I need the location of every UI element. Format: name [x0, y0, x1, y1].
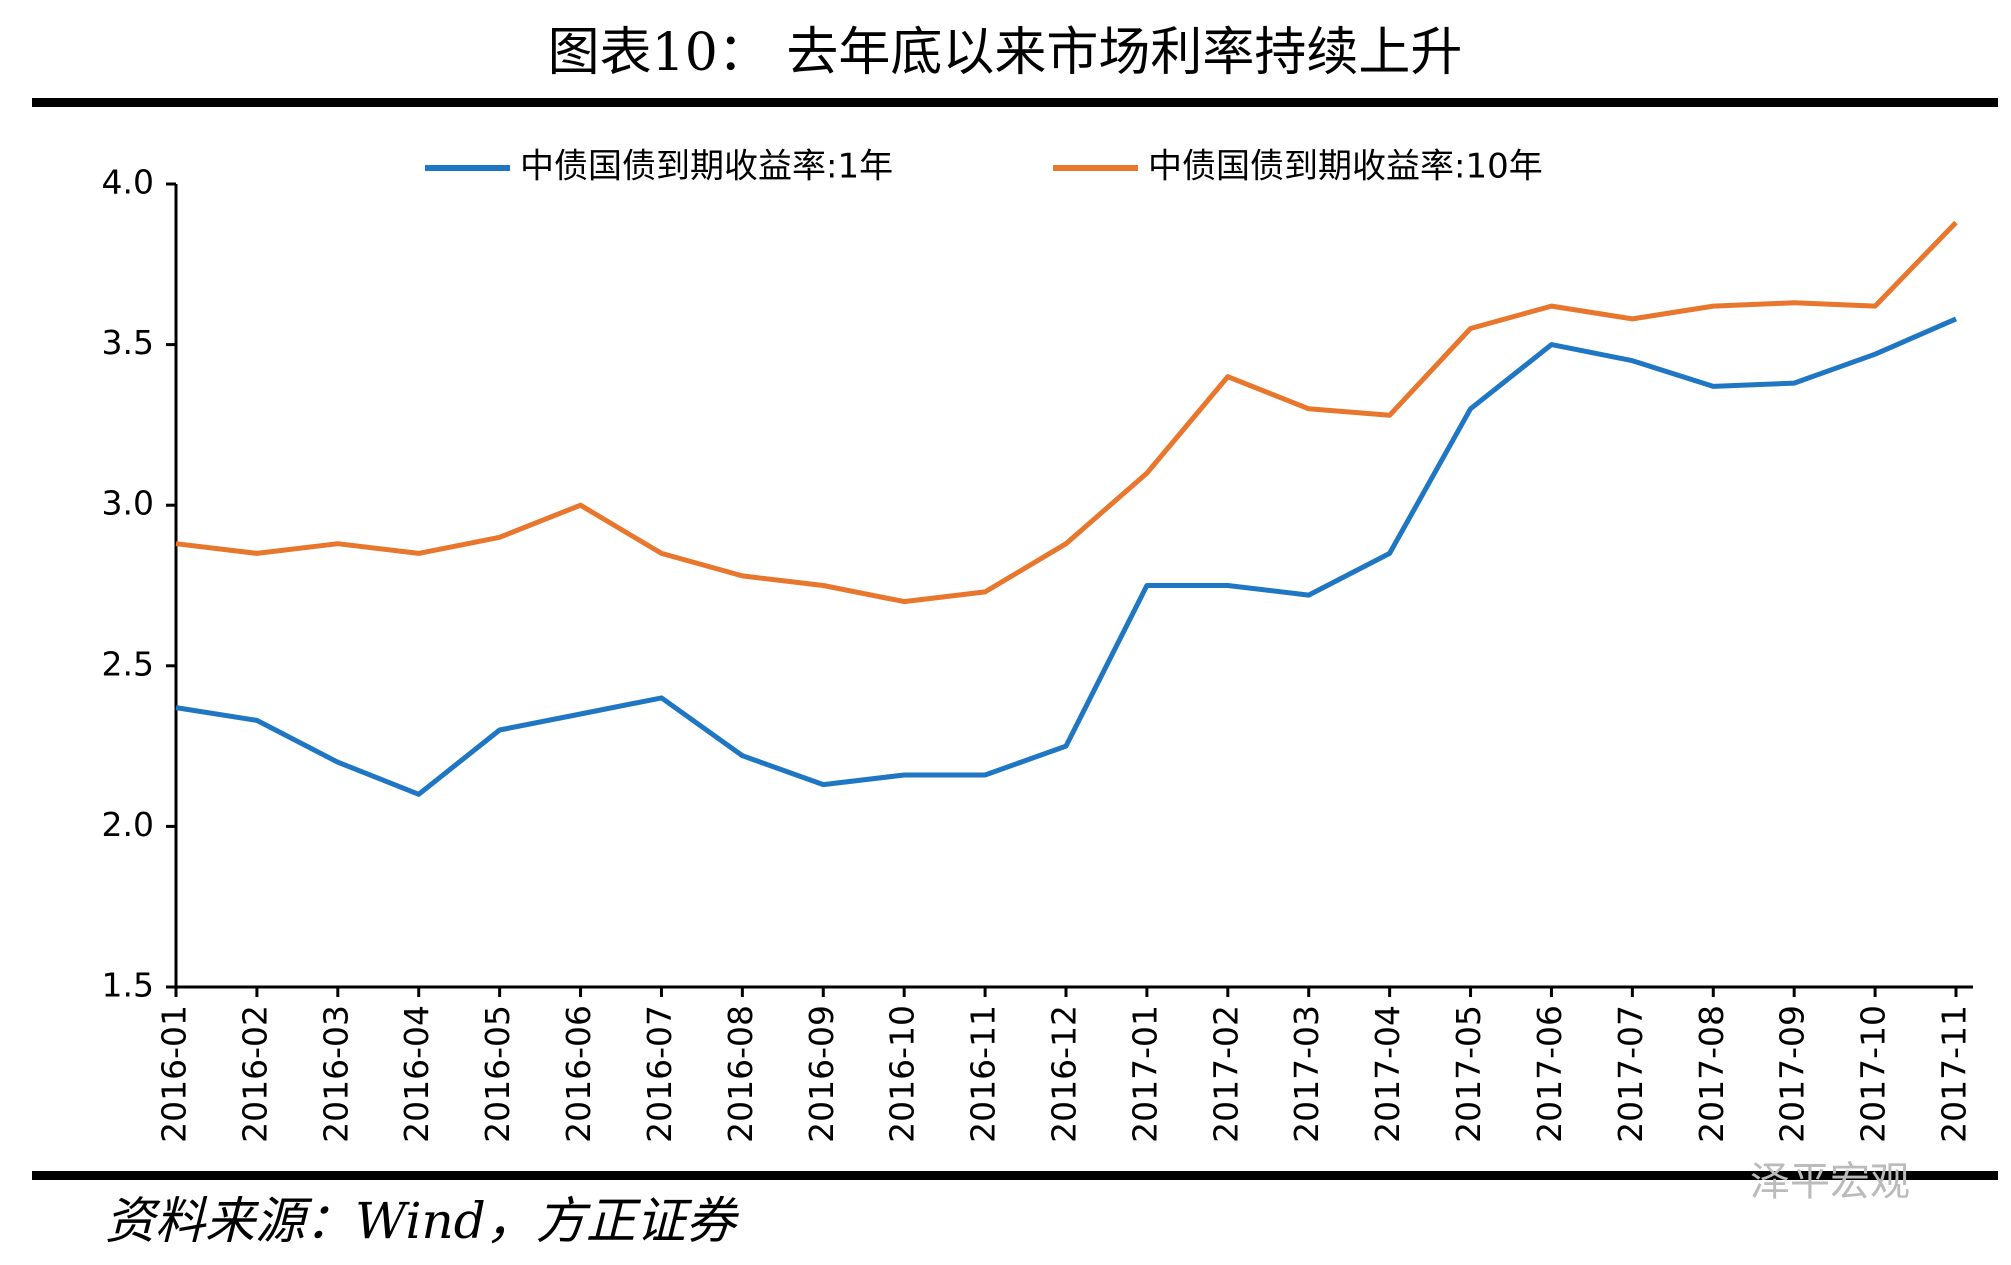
source: 资料来源：Wind，方正证券	[105, 1192, 740, 1250]
x-tick-label: 2016-09	[802, 1005, 841, 1143]
y-tick-label: 1.5	[102, 966, 154, 1005]
x-tick-label: 2016-11	[964, 1005, 1003, 1143]
x-tick-label: 2017-04	[1368, 1005, 1407, 1143]
series-line	[175, 316, 1957, 797]
x-tick-label: 2017-06	[1530, 1005, 1569, 1143]
x-tick-label: 2017-08	[1692, 1005, 1731, 1143]
x-tick-label: 2017-07	[1611, 1005, 1650, 1143]
x-tick-label: 2016-08	[721, 1005, 760, 1143]
x-tick-label: 2017-10	[1854, 1005, 1893, 1143]
y-tick-label: 3.0	[102, 484, 154, 523]
x-tick-label: 2016-02	[235, 1005, 274, 1143]
x-tick-label: 2016-05	[478, 1005, 517, 1143]
y-tick-label: 3.5	[102, 323, 154, 362]
x-tick-label: 2016-10	[883, 1005, 922, 1143]
y-tick-label: 2.0	[102, 805, 154, 844]
x-tick-label: 2017-02	[1206, 1005, 1245, 1143]
y-tick-label: 2.5	[102, 644, 154, 683]
x-tick-label: 2016-03	[316, 1005, 355, 1143]
x-tick-label: 2016-07	[640, 1005, 679, 1143]
x-tick-label: 2017-11	[1935, 1005, 1974, 1143]
x-tick-label: 2016-04	[397, 1005, 436, 1143]
legend-label: 中债国债到期收益率:1年	[520, 147, 893, 187]
series-line	[175, 220, 1958, 605]
x-tick-label: 2017-03	[1287, 1005, 1326, 1143]
y-tick-label: 4.0	[102, 163, 154, 202]
chart-title: 图表10： 去年底以来市场利率持续上升	[548, 23, 1463, 83]
legend-label: 中债国债到期收益率:10年	[1148, 147, 1543, 187]
watermark: 泽平宏观	[1750, 1159, 1910, 1205]
x-tick-label: 2017-05	[1449, 1005, 1488, 1143]
x-tick-label: 2017-01	[1125, 1005, 1164, 1143]
x-tick-label: 2016-06	[559, 1005, 598, 1143]
top-rule	[32, 98, 1998, 107]
bottom-rule	[32, 1171, 1998, 1180]
x-tick-label: 2016-12	[1045, 1005, 1084, 1143]
x-tick-label: 2016-01	[155, 1005, 194, 1143]
x-tick-label: 2017-09	[1773, 1005, 1812, 1143]
